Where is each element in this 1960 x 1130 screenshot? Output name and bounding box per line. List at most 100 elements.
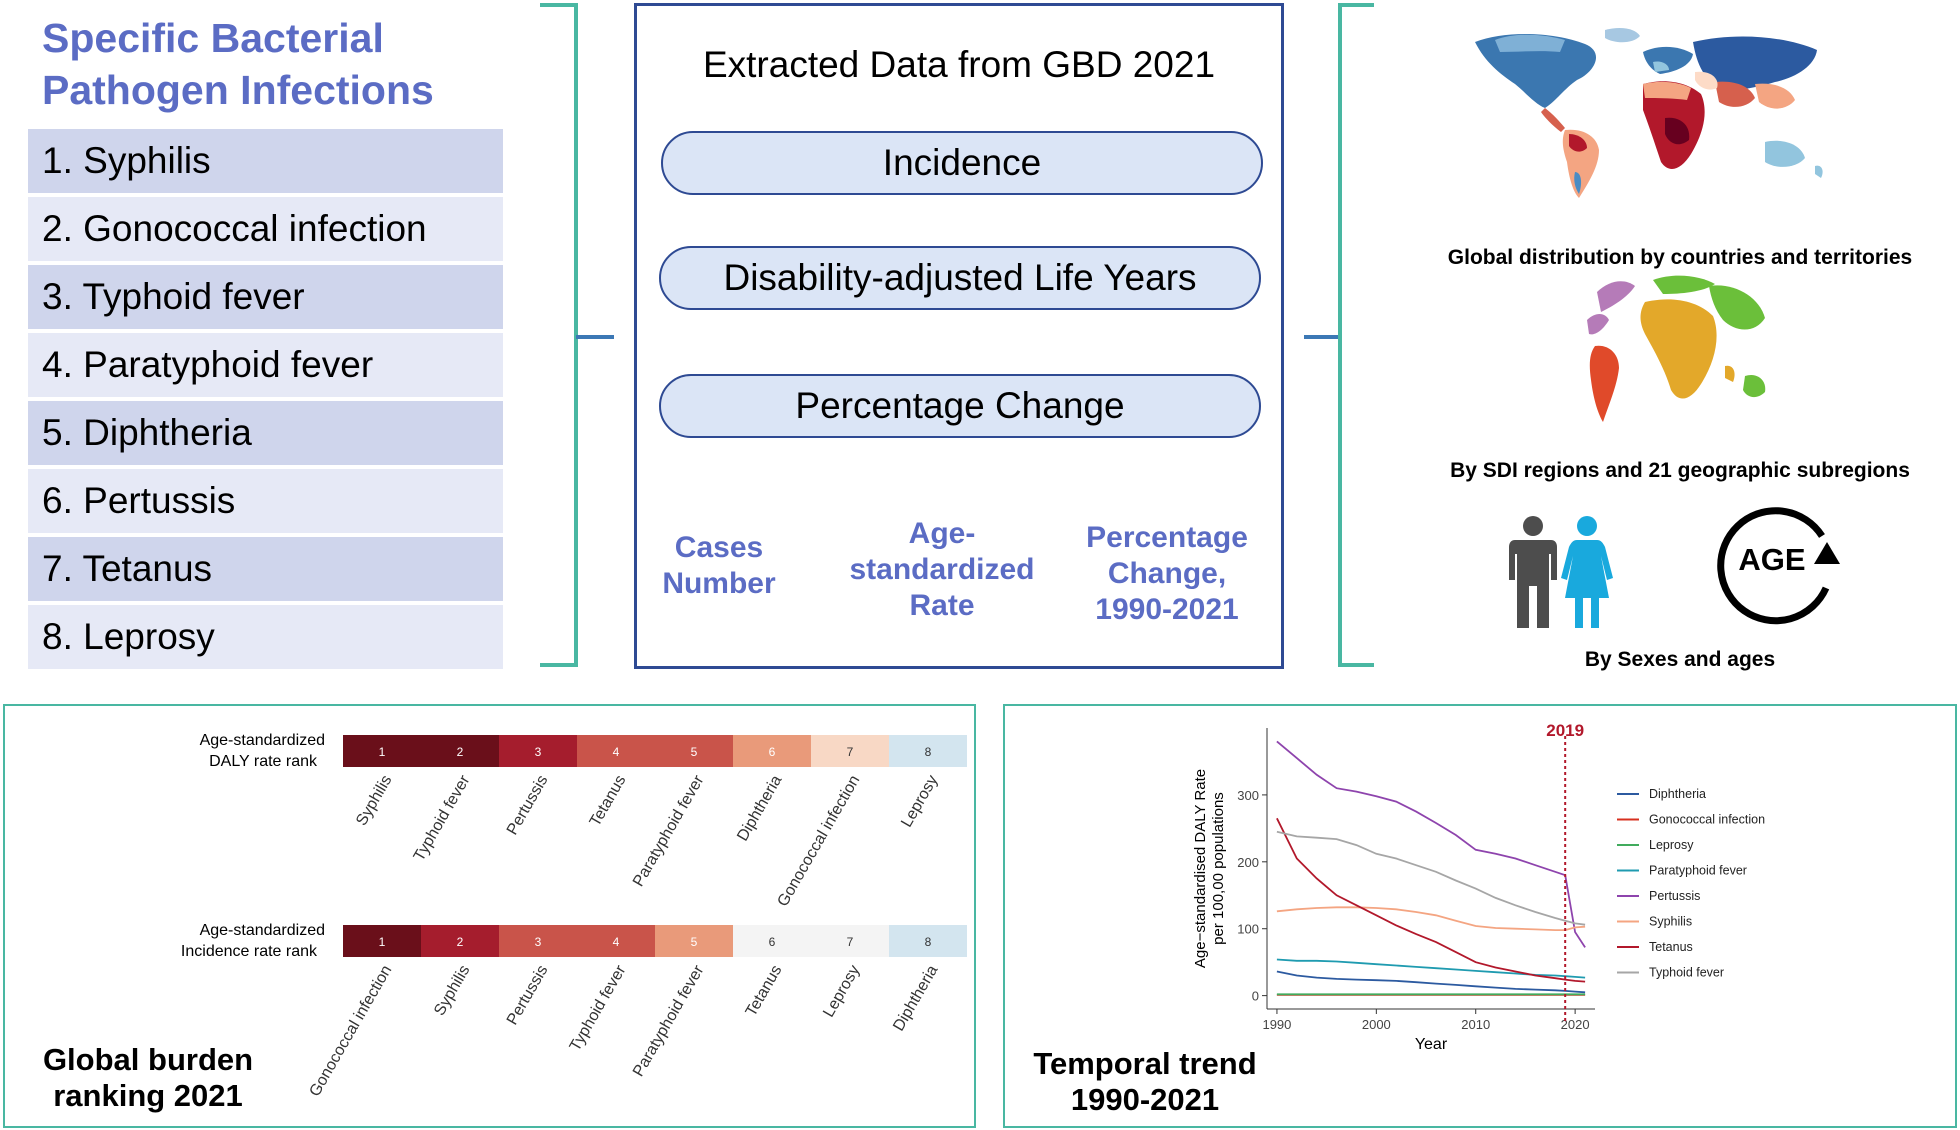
metric-line: Number <box>662 567 776 600</box>
section-title-pathogens: Specific Bacterial Pathogen Infections <box>42 12 434 116</box>
x-tick-label: 2020 <box>1561 1017 1590 1032</box>
rank-disease-label: Pertussis <box>504 963 552 1028</box>
rank-cell <box>811 735 889 767</box>
metric-line: standardized <box>849 553 1035 586</box>
rank-number: 8 <box>925 745 932 759</box>
metric-line: Percentage <box>1086 521 1248 554</box>
rank-disease-label: Syphilis <box>353 773 395 829</box>
annotation-label: 2019 <box>1546 721 1584 740</box>
rank-cell <box>889 925 967 957</box>
trend-caption: Temporal trend 1990-2021 <box>1005 1046 1285 1118</box>
extracted-data-box: Extracted Data from GBD 2021 Incidence D… <box>634 3 1284 669</box>
title-line-1: Specific Bacterial <box>42 15 384 61</box>
rank-disease-label: Typhoid fever <box>567 962 630 1054</box>
metric-line: Change, <box>1107 557 1227 590</box>
rank-number: 3 <box>535 745 542 759</box>
legend-label: Leprosy <box>1649 838 1694 852</box>
disease-item: 6. Pertussis <box>28 469 503 533</box>
rank-cell <box>577 925 655 957</box>
legend-label: Paratyphoid fever <box>1649 864 1747 878</box>
rank-row-label: Incidence rate rank <box>181 943 318 960</box>
rank-disease-label: Diphtheria <box>734 772 785 844</box>
rank-disease-label: Tetanus <box>587 773 630 830</box>
rank-number: 6 <box>769 745 776 759</box>
rank-disease-label: Paratyphoid fever <box>630 772 708 890</box>
rank-row-label: Age-standardized <box>200 922 325 939</box>
legend-label: Diphtheria <box>1649 787 1706 801</box>
rank-cell <box>499 735 577 767</box>
series-line <box>1276 970 1586 994</box>
disease-item: 7. Tetanus <box>28 537 503 601</box>
right-bracket <box>1304 3 1374 667</box>
rank-cell <box>733 735 811 767</box>
rank-number: 1 <box>379 935 386 949</box>
legend-label: Tetanus <box>1649 940 1693 954</box>
legend-label: Gonococcal infection <box>1649 813 1765 827</box>
x-axis-label: Year <box>1415 1036 1448 1053</box>
world-choropleth-map <box>1475 28 1823 198</box>
caption-line: Temporal trend <box>1033 1046 1257 1081</box>
rank-cell <box>655 925 733 957</box>
rank-disease-label: Pertussis <box>504 773 552 838</box>
left-bracket <box>540 3 614 667</box>
metric-line: Cases <box>674 531 764 564</box>
disease-item: 4. Paratyphoid fever <box>28 333 503 397</box>
rank-number: 2 <box>457 745 464 759</box>
rank-cell <box>343 735 421 767</box>
rank-disease-label: Gonococcal infection <box>306 963 395 1100</box>
metric-line: Age- <box>908 517 976 550</box>
disease-item: 8. Leprosy <box>28 605 503 669</box>
rank-disease-label: Tetanus <box>743 963 786 1020</box>
caption-line: Global burden <box>42 1042 254 1077</box>
rank-number: 4 <box>613 935 620 949</box>
pill-incidence: Incidence <box>661 131 1263 195</box>
ranking-heatmap: Age-standardized DALY rate rank 1 Syphilis 2… <box>181 732 967 1100</box>
ranking-panel: Age-standardized DALY rate rank 1 Syphilis 2… <box>3 704 976 1128</box>
metric-age-standardized-rate: Age- standardized Rate <box>817 516 1067 624</box>
caption-sdi-regions: By SDI regions and 21 geographic subregi… <box>1450 459 1910 482</box>
caption-sex-age: By Sexes and ages <box>1584 648 1776 671</box>
caption-line: ranking 2021 <box>53 1078 243 1113</box>
trend-panel: 1990 2000 2010 2020 0 100 200 300 Year Age−standa… <box>1003 704 1957 1128</box>
rank-cell <box>421 735 499 767</box>
rank-number: 7 <box>847 935 854 949</box>
rank-row-label: Age-standardized <box>200 732 325 749</box>
rank-disease-label: Paratyphoid fever <box>630 962 708 1080</box>
disease-item: 1. Syphilis <box>28 129 503 193</box>
rank-number: 2 <box>457 935 464 949</box>
disease-item: 2. Gonococcal infection <box>28 197 503 261</box>
female-icon <box>1561 516 1613 628</box>
extracted-data-title: Extracted Data from GBD 2021 <box>702 44 1216 85</box>
rank-disease-label: Gonococcal infection <box>774 773 863 910</box>
rank-cell <box>577 735 655 767</box>
series-line <box>1276 817 1586 983</box>
y-tick-label: 300 <box>1237 788 1259 803</box>
disease-item: 5. Diphtheria <box>28 401 503 465</box>
y-tick-label: 0 <box>1252 989 1259 1004</box>
x-tick-label: 1990 <box>1262 1017 1291 1032</box>
rank-cell <box>421 925 499 957</box>
legend-label: Pertussis <box>1649 889 1700 903</box>
trend-line-chart: 1990 2000 2010 2020 0 100 200 300 Year Age−standa… <box>1192 721 1765 1053</box>
metric-line: Rate <box>909 589 975 622</box>
y-tick-label: 100 <box>1237 922 1259 937</box>
rank-number: 4 <box>613 745 620 759</box>
age-cycle-icon: AGE <box>1714 500 1850 630</box>
rank-number: 3 <box>535 935 542 949</box>
rank-number: 6 <box>769 935 776 949</box>
rank-row-label: DALY rate rank <box>209 753 318 770</box>
x-tick-label: 2000 <box>1362 1017 1391 1032</box>
series-line <box>1276 740 1586 948</box>
ranking-caption: Global burden ranking 2021 <box>23 1042 273 1114</box>
male-female-icon <box>1509 516 1613 628</box>
age-icon-label: AGE <box>1738 542 1806 577</box>
y-tick-label: 200 <box>1237 855 1259 870</box>
rank-number: 1 <box>379 745 386 759</box>
pill-daly: Disability-adjusted Life Years <box>659 246 1261 310</box>
x-tick-label: 2010 <box>1461 1017 1490 1032</box>
rank-cell <box>733 925 811 957</box>
title-line-2: Pathogen Infections <box>42 67 434 113</box>
legend-label: Typhoid fever <box>1649 966 1724 980</box>
rank-disease-label: Leprosy <box>820 963 863 1021</box>
caption-global-distribution: Global distribution by countries and ter… <box>1447 246 1913 269</box>
